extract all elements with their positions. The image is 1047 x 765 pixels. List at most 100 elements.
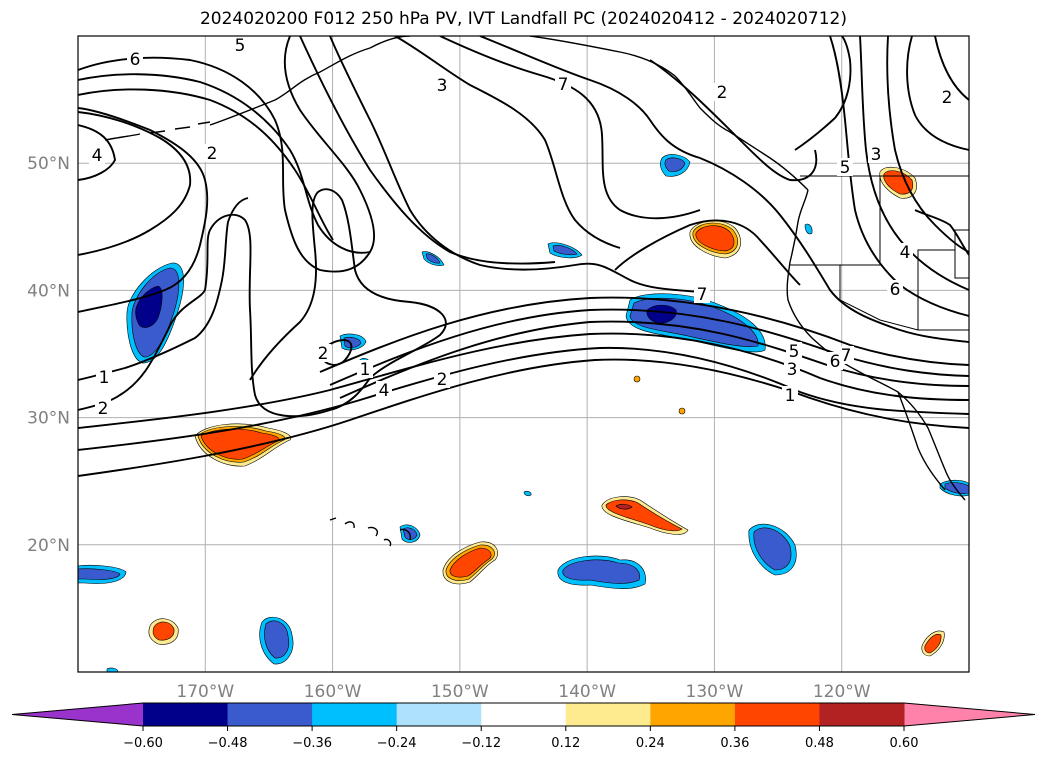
pv-contour-5 [329, 308, 969, 386]
lon-tick-label: 160°W [304, 682, 362, 702]
pv-contour-30 [934, 36, 969, 101]
pv-contour-4 [339, 320, 969, 399]
positive-anomaly-south-west [148, 618, 179, 645]
lat-tick-label: 30°N [27, 409, 70, 429]
hawaiian-islands [329, 517, 412, 547]
longitude-tick-labels: 170°W 160°W 150°W 140°W 130°W 120°W [176, 682, 870, 702]
pv-contour-label: 6 [830, 352, 841, 372]
latitude-tick-labels: 50°N 40°N 30°N 20°N [27, 154, 70, 556]
contour-label-bg [784, 360, 800, 378]
pv-contour-label: 2 [318, 344, 329, 364]
contour-label-bg [434, 370, 450, 388]
pv-contour-11 [78, 124, 116, 181]
plot-frame [77, 35, 970, 673]
contour-label-bg [96, 368, 112, 386]
colorbar-bin [312, 703, 398, 726]
colorbar-tick-label: 0.36 [720, 736, 749, 751]
gulf-of-alaska-coast [529, 36, 809, 191]
lat-tick-label: 20°N [27, 536, 70, 556]
map-title: 2024020200 F012 250 hPa PV, IVT Landfall… [199, 9, 847, 29]
contour-label-bg [204, 144, 220, 162]
colorbar-tick-label: −0.60 [123, 736, 163, 751]
colorbar-bin [734, 703, 820, 726]
contour-label-bg [837, 158, 853, 176]
pv-contour-17 [329, 36, 701, 293]
pv-contour-label: 1 [99, 368, 110, 388]
pv-contour-label: 3 [437, 76, 448, 96]
pv-contour-13 [78, 73, 371, 254]
pv-contour-label: 2 [98, 399, 109, 419]
contour-label-bg [555, 75, 571, 93]
pv-contour-23 [699, 157, 969, 343]
colorbar-bin [396, 703, 482, 726]
negative-anomaly-subtropical-central [557, 555, 646, 589]
colorbar-tick-label: 0.60 [890, 736, 919, 751]
pv-contour-label: 2 [437, 370, 448, 390]
lon-tick-label: 130°W [686, 682, 744, 702]
pv-contour-12 [78, 36, 376, 273]
pv-contour-label: 1 [360, 360, 371, 380]
colorbar-tick-label: −0.24 [377, 736, 417, 751]
pv-contour-15 [249, 188, 447, 381]
lon-tick-label: 140°W [558, 682, 616, 702]
colorbar-extend-min [12, 703, 143, 726]
pv-contour-label: 4 [900, 243, 911, 263]
positive-anomaly-southeast [921, 630, 945, 657]
pv-contour-label: 2 [717, 83, 728, 103]
contour-label-bg [782, 386, 798, 404]
positive-anomaly-hawaii-east [442, 541, 499, 585]
colorbar-bin [819, 703, 905, 726]
contour-label-bg [897, 243, 913, 261]
pv-contour-21 [479, 36, 701, 159]
contour-label-bg [95, 399, 111, 417]
colorbar-tick-label: 0.48 [805, 736, 834, 751]
positive-anomaly-pacific-northwest-offshore [689, 220, 742, 259]
lon-tick-label: 150°W [431, 682, 489, 702]
colorbar: −0.60 −0.48 −0.36 −0.24 −0.12 0.12 0.24 0.36 0.4… [11, 702, 1036, 751]
colorbar-tick-label: −0.36 [292, 736, 332, 751]
plot-background [78, 36, 969, 672]
pv-contour-16 [318, 339, 353, 366]
pv-contour-22 [614, 219, 801, 286]
contour-label-bg [89, 146, 105, 164]
pv-contour-label: 7 [697, 285, 708, 305]
pv-contour-9 [78, 107, 209, 313]
negative-anomaly-west-edge [78, 564, 127, 584]
contour-label-bg [315, 344, 331, 362]
contour-label-bg [868, 145, 884, 163]
pv-contour-14 [78, 88, 334, 241]
pv-contour-label: 5 [840, 158, 851, 178]
colorbar-bin [650, 703, 736, 726]
pv-contour-label: 2 [942, 88, 953, 108]
pv-contour-1 [78, 346, 969, 451]
colorbar-tick-label: 0.24 [636, 736, 665, 751]
colorbar-extend-max [904, 703, 1035, 726]
pv-contour-3 [78, 332, 969, 429]
contour-label-bg [786, 342, 802, 360]
contour-label-bg [376, 381, 392, 399]
pv-contour-label: 6 [130, 50, 141, 70]
pv-contour-27 [859, 36, 969, 291]
pv-contour-7 [78, 213, 371, 418]
contour-label-bg [939, 88, 955, 106]
pv-contour-label: 1 [785, 386, 796, 406]
lat-tick-label: 50°N [27, 154, 70, 174]
positive-anomaly-small-features [633, 375, 686, 415]
negative-anomaly-south-west [259, 616, 294, 665]
pv-contour-31 [914, 209, 969, 256]
pv-contour-label: 3 [787, 360, 798, 380]
state-border-4 [954, 250, 969, 279]
pv-contour-24 [649, 59, 818, 182]
pv-contour-label: 4 [379, 381, 390, 401]
pv-contour-2 [78, 358, 969, 477]
negative-anomaly-subtropical-east [748, 523, 797, 576]
pv-contour-label: 5 [789, 342, 800, 362]
contour-label-bg [694, 285, 710, 303]
pv-contour-label: 6 [890, 280, 901, 300]
contour-label-bg [357, 360, 373, 378]
contour-label-bg [827, 352, 843, 370]
pv-contour-label: 2 [207, 144, 218, 164]
pv-contour-20 [439, 36, 701, 220]
colorbar-tick-label: −0.48 [208, 736, 248, 751]
lon-tick-label: 120°W [813, 682, 871, 702]
